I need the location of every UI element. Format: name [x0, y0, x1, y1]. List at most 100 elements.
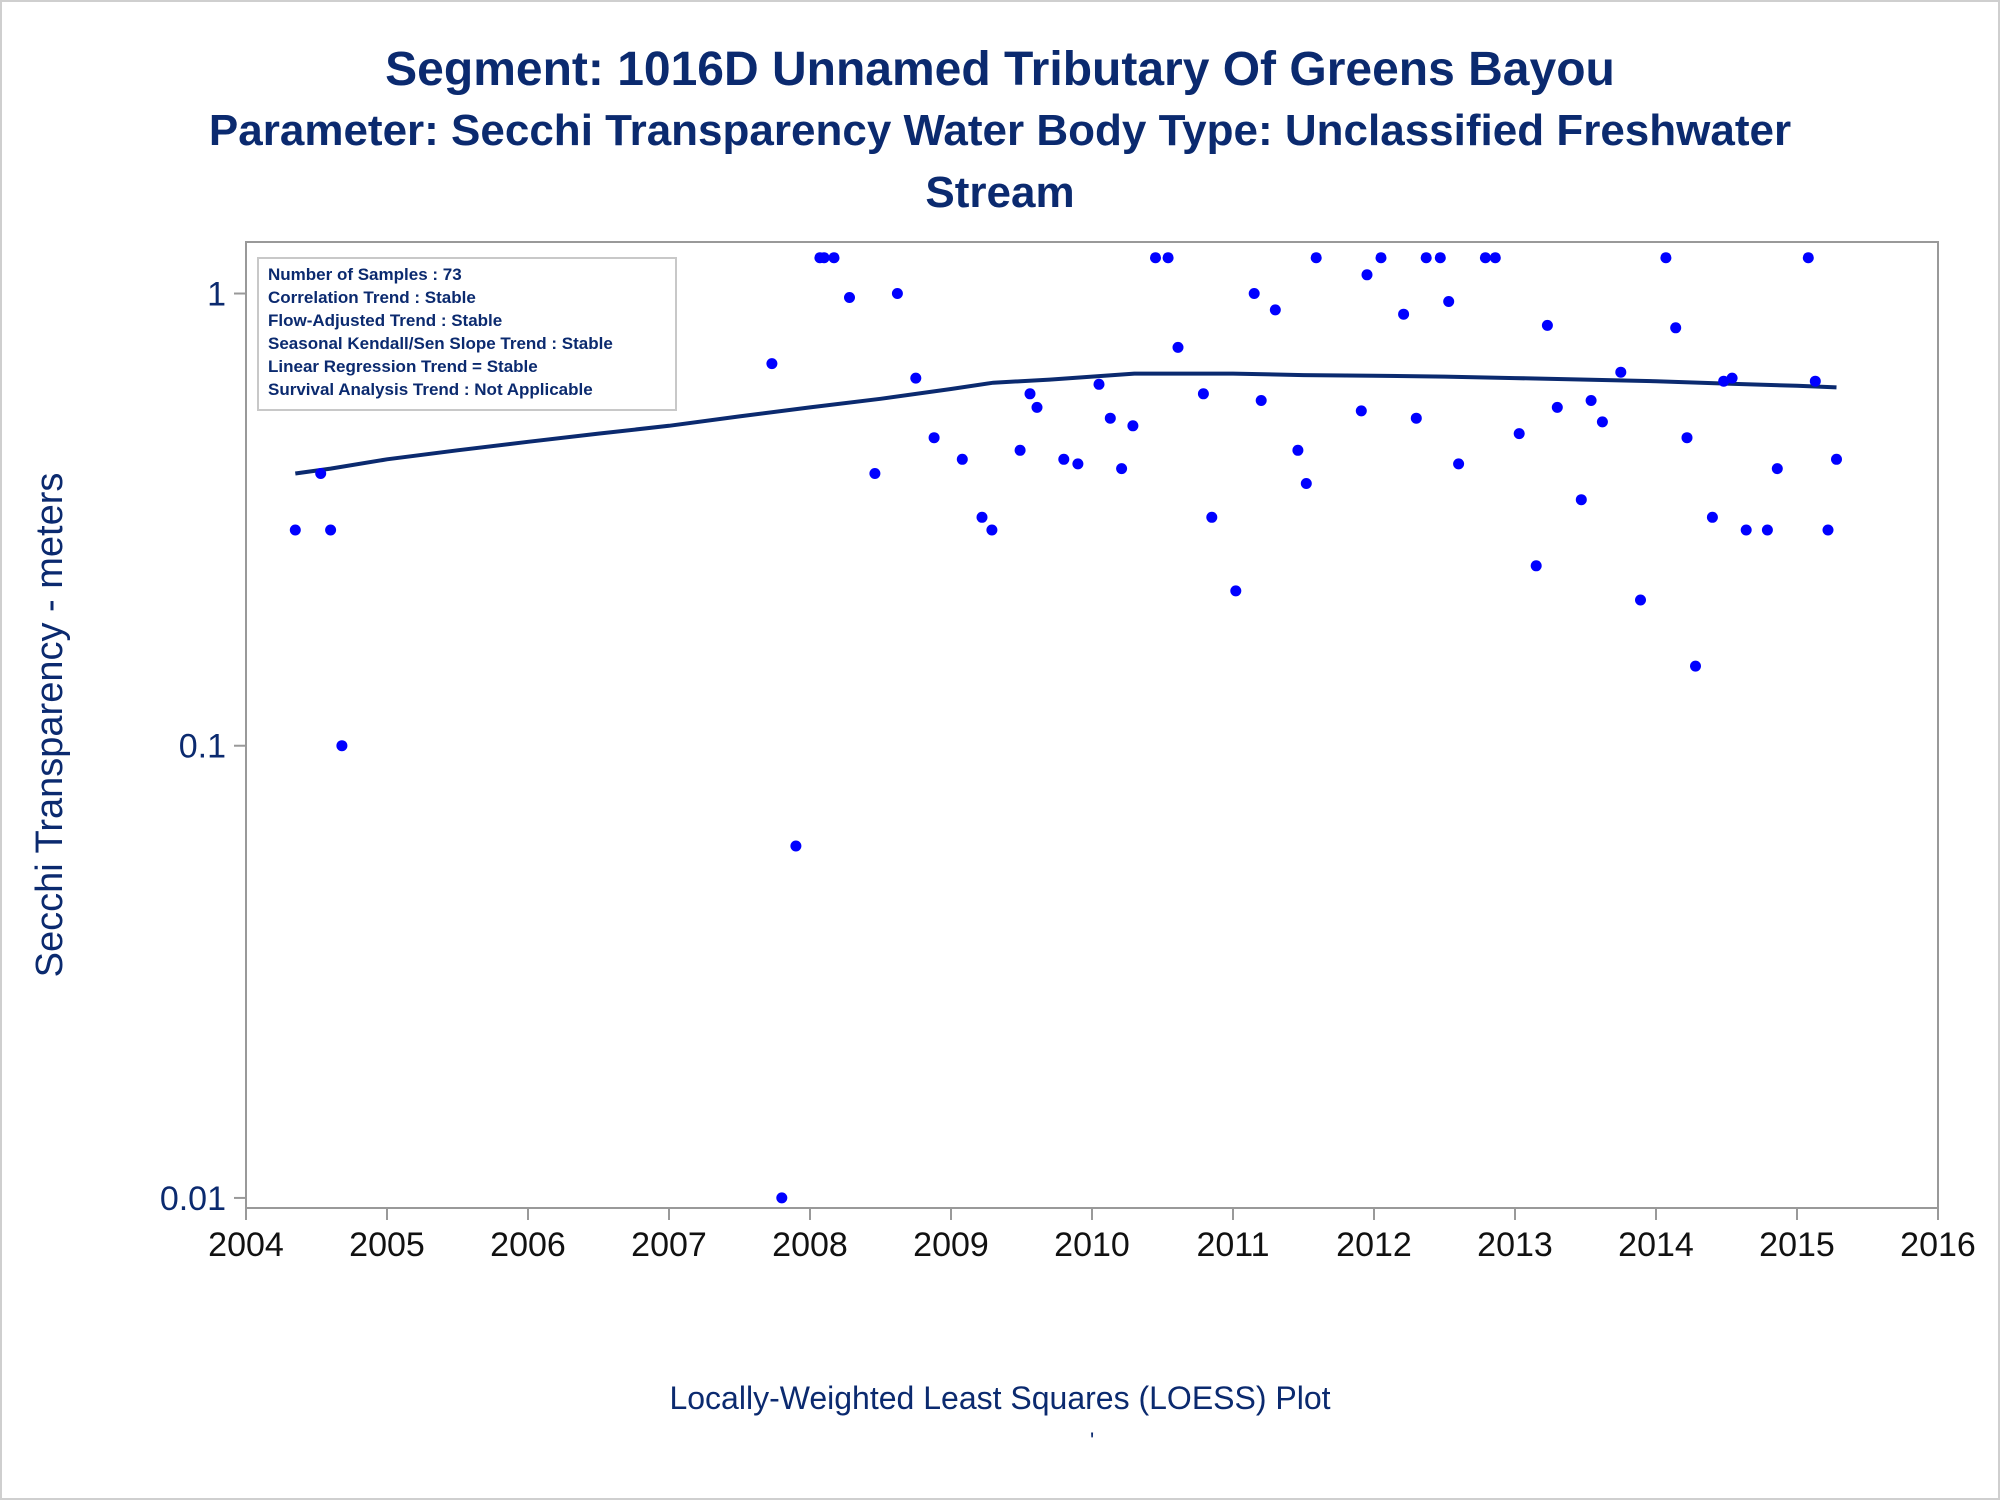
data-point [1104, 412, 1116, 424]
data-point [1410, 412, 1422, 424]
stats-annotation-box [257, 257, 677, 411]
data-point [1681, 432, 1693, 444]
data-point [1670, 322, 1682, 334]
data-point [891, 288, 903, 299]
data-point [1809, 375, 1821, 387]
data-point [1300, 478, 1312, 489]
loess-trend-line [295, 371, 1837, 476]
data-point [844, 292, 855, 303]
data-point [1585, 395, 1597, 406]
data-point [1072, 458, 1084, 470]
data-point [1513, 428, 1525, 440]
y-axis-label: Secchi Transparency - meters [29, 473, 71, 978]
x-tick-label: 2008 [772, 1226, 848, 1264]
data-point [766, 358, 778, 370]
x-tick-label: 2011 [1196, 1226, 1269, 1264]
stats-annotation-line: Seasonal Kendall/Sen Slope Trend : Stabl… [268, 334, 613, 353]
stats-annotation-line: Flow-Adjusted Trend : Stable [268, 311, 502, 330]
stats-annotation-line: Number of Samples : 73 [268, 265, 462, 284]
data-point [1575, 494, 1587, 506]
x-tick-label: 2015 [1759, 1226, 1835, 1264]
data-point [1150, 252, 1161, 264]
data-point [1615, 366, 1627, 378]
data-point [1058, 453, 1070, 465]
data-point [1172, 341, 1184, 353]
data-point [790, 840, 802, 852]
x-tick-label: 2012 [1336, 1226, 1412, 1264]
data-point [910, 372, 922, 384]
y-tick-label: 0.1 [179, 728, 226, 766]
x-tick-label: 2010 [1054, 1226, 1130, 1264]
data-point [1479, 252, 1491, 264]
data-point [1248, 288, 1260, 299]
x-tick-label: 2004 [208, 1226, 284, 1264]
data-point [1551, 401, 1563, 413]
data-point [1398, 308, 1410, 320]
data-point [1116, 463, 1128, 475]
data-point [1660, 252, 1672, 264]
data-point [1530, 560, 1542, 572]
stats-annotation-line: Linear Regression Trend = Stable [268, 357, 538, 376]
data-point [928, 432, 940, 444]
chart-title-segment: Segment: 1016D Unnamed Tributary Of Gree… [385, 43, 1615, 96]
data-point [1706, 511, 1718, 523]
data-point [986, 524, 998, 536]
x-tick-label: 2016 [1900, 1226, 1976, 1264]
x-tick-label: 2014 [1618, 1226, 1694, 1264]
x-tick-label: 2006 [490, 1226, 566, 1264]
data-point [1596, 416, 1608, 428]
data-point [1635, 594, 1646, 606]
data-point [1269, 304, 1281, 316]
data-point [1761, 524, 1773, 536]
data-point [1230, 585, 1242, 597]
data-point [325, 524, 337, 536]
data-point [828, 252, 840, 264]
data-point [1726, 372, 1738, 384]
data-point [1822, 524, 1834, 536]
data-point [1718, 375, 1730, 387]
chart-title-parameter-continued: Stream [925, 168, 1075, 217]
x-tick-label: 2007 [631, 1226, 707, 1264]
data-point [869, 468, 881, 479]
data-point [1541, 319, 1553, 331]
data-point [1197, 388, 1209, 400]
footer-caption: Locally-Weighted Least Squares (LOESS) P… [669, 1380, 1331, 1416]
stats-annotation-line: Correlation Trend : Stable [268, 288, 476, 307]
data-point [1420, 252, 1432, 264]
data-point [1771, 463, 1783, 475]
data-point [1024, 388, 1036, 400]
data-point [1127, 420, 1139, 432]
data-point [1014, 444, 1026, 456]
data-point [976, 511, 988, 523]
data-point [1443, 296, 1455, 307]
data-point [956, 453, 968, 465]
data-point [1740, 524, 1752, 536]
data-point [1831, 453, 1842, 465]
data-point [1310, 252, 1322, 264]
data-point [1355, 405, 1367, 417]
data-point [1489, 252, 1501, 264]
data-point [1031, 401, 1043, 413]
x-tick-label: 2009 [913, 1226, 989, 1264]
data-point [776, 1192, 788, 1204]
chart-title-parameter: Parameter: Secchi Transparency Water Bod… [208, 106, 1792, 155]
data-point [1162, 252, 1174, 264]
data-point [1206, 511, 1218, 523]
data-point [289, 524, 301, 536]
data-point [1453, 458, 1465, 470]
data-point [818, 252, 830, 264]
data-point [315, 468, 327, 479]
y-tick-label: 0.01 [160, 1180, 226, 1218]
data-point [1361, 269, 1373, 281]
data-point [1292, 444, 1304, 456]
footer-mark: ' [1090, 1428, 1095, 1453]
data-point [1690, 660, 1701, 672]
data-point [1255, 395, 1267, 406]
x-tick-label: 2005 [349, 1226, 425, 1264]
data-point [1375, 252, 1387, 264]
data-point [1802, 252, 1814, 264]
data-point [1093, 378, 1105, 390]
data-point [1434, 252, 1446, 264]
